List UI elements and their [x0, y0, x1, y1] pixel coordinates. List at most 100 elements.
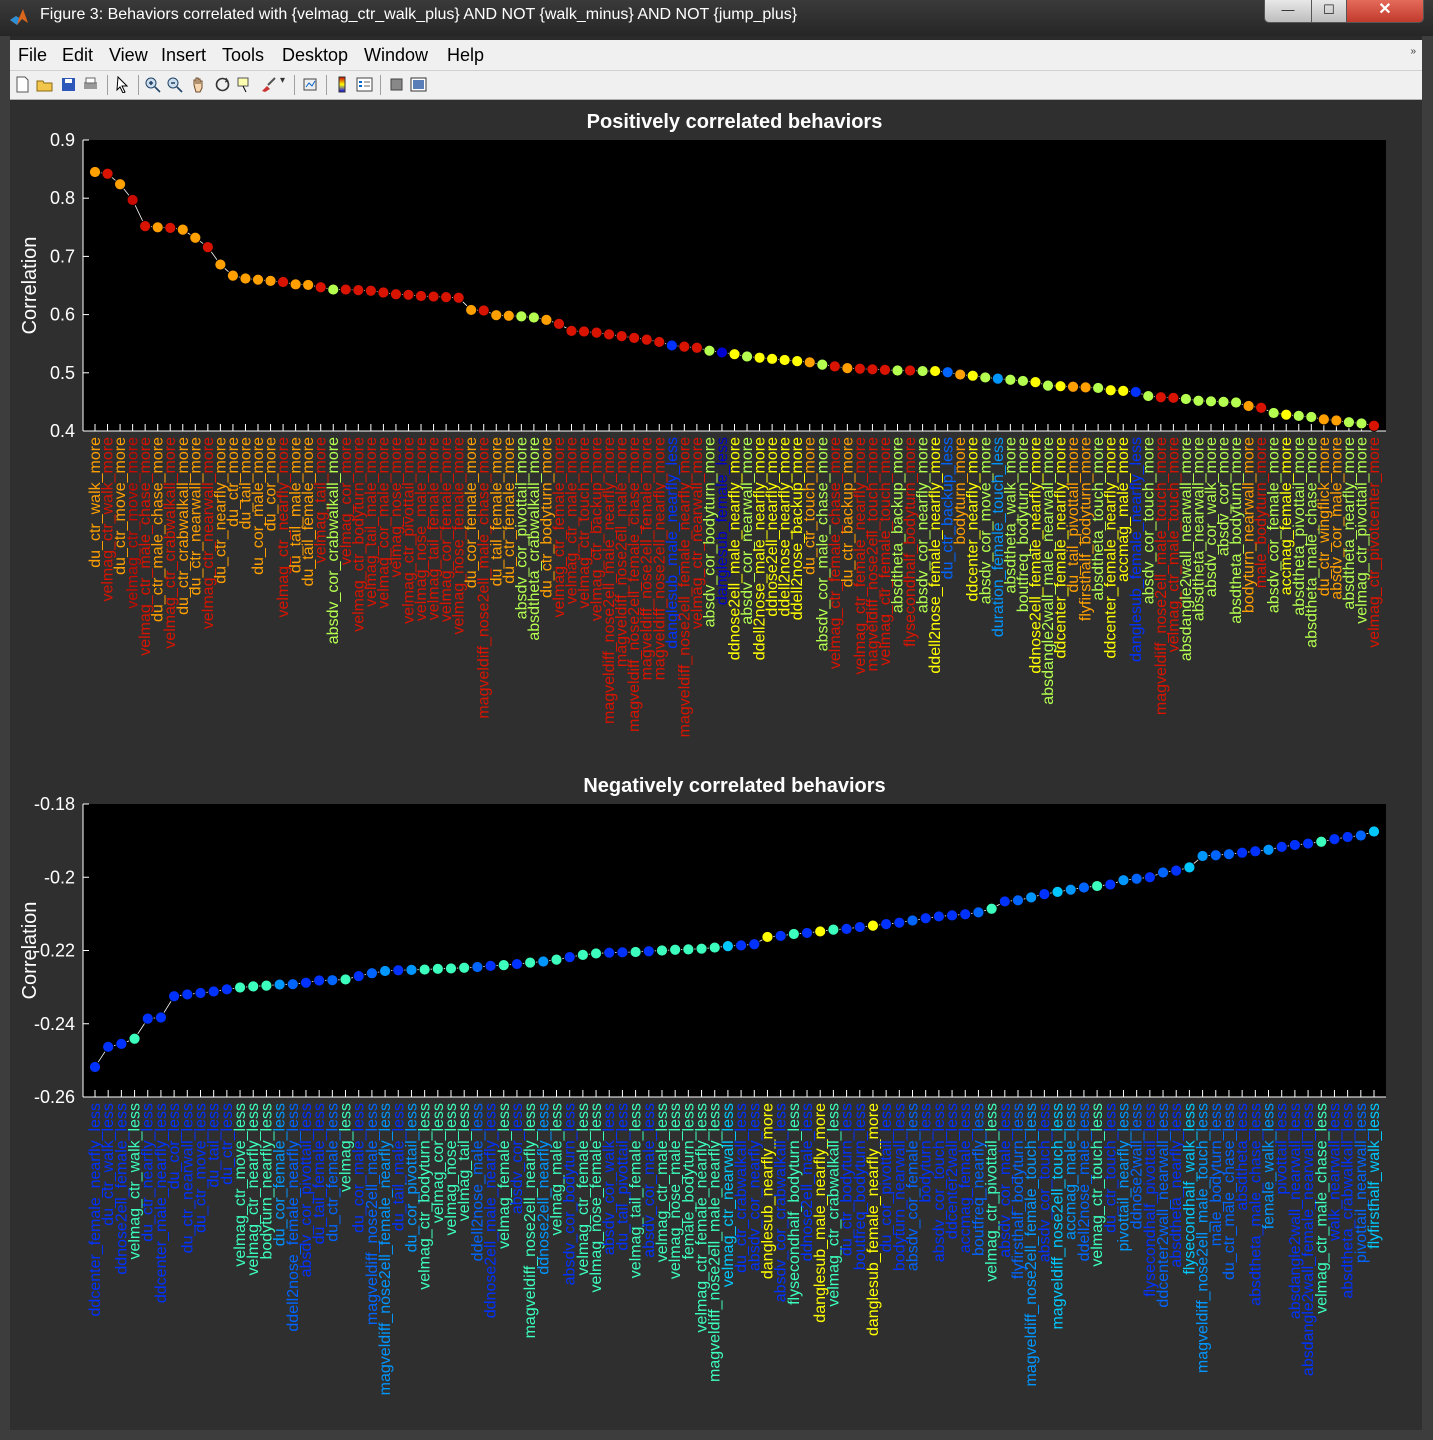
menu-edit[interactable]: Edit: [62, 45, 94, 65]
data-cursor-icon[interactable]: [236, 76, 253, 93]
data-point[interactable]: [722, 940, 734, 953]
data-point[interactable]: [653, 336, 666, 348]
data-point[interactable]: [379, 965, 391, 977]
data-point[interactable]: [787, 928, 800, 940]
data-point[interactable]: [1117, 874, 1130, 887]
data-point[interactable]: [1067, 380, 1079, 393]
data-point[interactable]: [139, 220, 152, 233]
data-point[interactable]: [891, 364, 904, 377]
data-point[interactable]: [427, 290, 440, 303]
data-point[interactable]: [524, 956, 537, 969]
data-point[interactable]: [458, 961, 471, 974]
data-point[interactable]: [1330, 414, 1343, 427]
data-point[interactable]: [665, 339, 678, 352]
data-point[interactable]: [1302, 837, 1314, 850]
data-point[interactable]: [695, 942, 708, 955]
data-point[interactable]: [1078, 881, 1090, 894]
data-point[interactable]: [615, 330, 628, 343]
data-point[interactable]: [220, 983, 233, 996]
data-point[interactable]: [703, 344, 716, 357]
data-point[interactable]: [1275, 840, 1288, 853]
data-point[interactable]: [1317, 413, 1330, 426]
data-point[interactable]: [1079, 381, 1092, 394]
data-point[interactable]: [181, 988, 194, 1001]
data-point[interactable]: [164, 221, 177, 234]
data-point[interactable]: [252, 273, 264, 286]
menu-window[interactable]: Window: [364, 45, 429, 65]
data-point[interactable]: [402, 288, 415, 301]
data-point[interactable]: [565, 324, 578, 337]
data-point[interactable]: [642, 945, 655, 958]
data-point[interactable]: [300, 976, 312, 989]
data-point[interactable]: [985, 902, 998, 915]
data-point[interactable]: [774, 929, 787, 942]
data-point[interactable]: [678, 340, 691, 353]
data-point[interactable]: [418, 963, 431, 976]
data-point[interactable]: [954, 368, 967, 381]
data-point[interactable]: [1091, 880, 1104, 892]
data-point[interactable]: [1205, 395, 1217, 408]
data-point[interactable]: [628, 331, 641, 344]
colorbar-icon[interactable]: [334, 76, 351, 93]
data-point[interactable]: [390, 288, 402, 301]
data-point[interactable]: [302, 279, 315, 291]
data-point[interactable]: [502, 309, 515, 322]
data-point[interactable]: [1341, 831, 1354, 843]
data-point[interactable]: [415, 290, 427, 302]
data-point[interactable]: [377, 286, 390, 299]
menu-overflow-icon[interactable]: »: [1410, 46, 1416, 57]
data-point[interactable]: [114, 178, 126, 191]
data-point[interactable]: [728, 348, 741, 361]
data-point[interactable]: [1092, 382, 1105, 394]
data-point[interactable]: [1143, 871, 1156, 884]
data-point[interactable]: [227, 269, 239, 282]
data-point[interactable]: [708, 941, 721, 954]
brush-dropdown-icon[interactable]: ▾: [280, 75, 286, 86]
zoom-out-icon[interactable]: [166, 76, 183, 93]
data-point[interactable]: [1288, 839, 1301, 851]
data-point[interactable]: [1242, 400, 1255, 412]
data-point[interactable]: [578, 325, 590, 338]
data-point[interactable]: [1209, 849, 1222, 862]
data-point[interactable]: [880, 918, 893, 931]
data-point[interactable]: [816, 358, 829, 371]
data-point[interactable]: [1180, 393, 1192, 405]
data-point[interactable]: [1368, 825, 1380, 838]
data-point[interactable]: [1192, 394, 1205, 407]
data-point[interactable]: [867, 919, 879, 932]
data-point[interactable]: [801, 927, 813, 939]
data-point[interactable]: [471, 961, 484, 973]
data-point[interactable]: [1029, 376, 1042, 389]
data-point[interactable]: [392, 964, 405, 977]
data-point[interactable]: [540, 313, 553, 326]
data-point[interactable]: [1154, 391, 1167, 404]
data-point[interactable]: [919, 912, 932, 925]
data-point[interactable]: [941, 366, 954, 379]
data-point[interactable]: [1025, 891, 1038, 904]
data-point[interactable]: [656, 944, 668, 957]
data-point[interactable]: [490, 309, 503, 322]
data-point[interactable]: [682, 943, 695, 956]
data-point[interactable]: [1104, 878, 1117, 891]
data-point[interactable]: [966, 369, 979, 382]
legend-icon[interactable]: [356, 76, 373, 93]
data-point[interactable]: [527, 311, 540, 324]
data-point[interactable]: [766, 352, 779, 365]
data-point[interactable]: [1104, 384, 1117, 397]
data-point[interactable]: [1051, 886, 1064, 898]
data-point[interactable]: [590, 326, 603, 339]
data-point[interactable]: [1328, 833, 1341, 846]
data-point[interactable]: [1343, 416, 1355, 429]
data-point[interactable]: [753, 351, 766, 364]
data-point[interactable]: [1230, 396, 1242, 409]
data-point[interactable]: [946, 909, 958, 922]
data-point[interactable]: [1280, 408, 1293, 421]
data-point[interactable]: [827, 923, 840, 936]
data-point[interactable]: [972, 906, 985, 919]
menu-file[interactable]: File: [18, 45, 48, 65]
data-point[interactable]: [1012, 894, 1024, 907]
data-point[interactable]: [352, 284, 365, 297]
figure-canvas[interactable]: Positively correlated behaviors Correlati…: [10, 100, 1422, 1430]
data-point[interactable]: [603, 946, 616, 959]
data-point[interactable]: [247, 980, 260, 993]
